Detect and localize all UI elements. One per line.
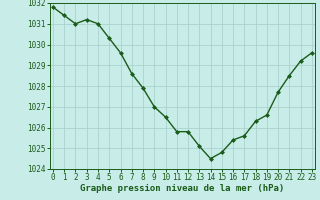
X-axis label: Graphe pression niveau de la mer (hPa): Graphe pression niveau de la mer (hPa) <box>80 184 284 193</box>
